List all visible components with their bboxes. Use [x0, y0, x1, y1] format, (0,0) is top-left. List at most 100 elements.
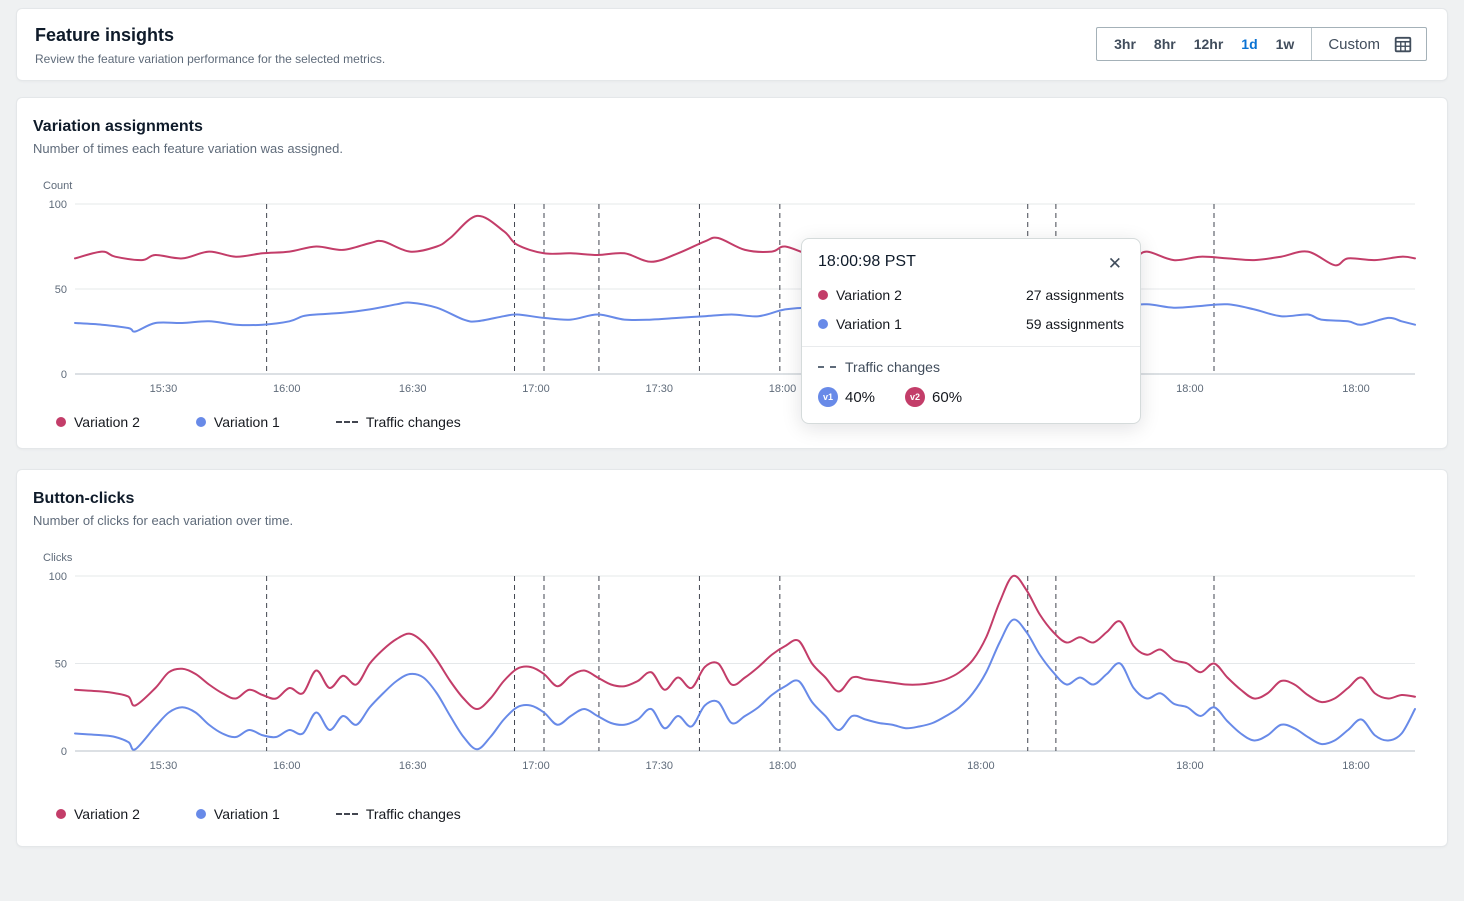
v1-badge: v1: [818, 387, 838, 407]
svg-text:0: 0: [61, 746, 67, 758]
svg-text:17:00: 17:00: [522, 383, 550, 395]
series-line-variation-1: [74, 618, 1416, 751]
series-label: Variation 2: [836, 287, 902, 303]
svg-text:18:00: 18:00: [769, 383, 797, 395]
v2-split-value: 60%: [932, 388, 963, 406]
svg-text:50: 50: [55, 284, 67, 296]
svg-text:18:00: 18:00: [967, 760, 995, 772]
header-card: Feature insights Review the feature vari…: [16, 8, 1448, 81]
v1-split-value: 40%: [845, 388, 876, 406]
assignments-legend: Variation 2 Variation 1 Traffic changes: [56, 414, 1431, 430]
legend-item-variation-1[interactable]: Variation 1: [195, 414, 280, 430]
custom-range-button[interactable]: Custom: [1328, 35, 1380, 53]
variation-1-dot-icon: [195, 809, 206, 819]
svg-text:18:00: 18:00: [1176, 383, 1204, 395]
page-subtitle: Review the feature variation performance…: [35, 52, 386, 66]
svg-text:16:00: 16:00: [273, 760, 301, 772]
range-option-12hr[interactable]: 12hr: [1193, 36, 1224, 52]
v2-badge: v2: [905, 387, 926, 407]
traffic-changes-label: Traffic changes: [845, 359, 940, 375]
tooltip-row-variation-1: Variation 1 59 assignments: [818, 316, 1124, 332]
range-option-8hr[interactable]: 8hr: [1153, 36, 1176, 52]
svg-text:18:00: 18:00: [1342, 760, 1370, 772]
assignments-chart-area[interactable]: 0 50 100 15:30 16:00 16:30 17:00 17:30 18:00 18:0…: [33, 198, 1431, 398]
header-text: Feature insights Review the feature vari…: [35, 25, 385, 66]
range-option-3hr[interactable]: 3hr: [1114, 36, 1136, 52]
legend-item-traffic-changes[interactable]: Traffic changes: [335, 414, 461, 430]
range-option-1w[interactable]: 1w: [1275, 36, 1295, 52]
range-option-1d[interactable]: 1d: [1241, 36, 1258, 52]
legend-item-variation-1[interactable]: Variation 1: [195, 806, 280, 822]
legend-label: Variation 1: [213, 414, 280, 430]
calendar-icon: [1394, 36, 1412, 53]
svg-text:15:30: 15:30: [150, 383, 178, 395]
svg-text:17:30: 17:30: [645, 760, 673, 772]
legend-label: Variation 2: [74, 806, 140, 822]
line-chart-svg[interactable]: 0 50 100 15:30 16:00 16:30 17:00 17:30 18:00 18:0…: [33, 198, 1431, 398]
svg-text:0: 0: [61, 369, 67, 381]
svg-text:18:00: 18:00: [1176, 760, 1204, 772]
calendar-button[interactable]: [1388, 35, 1418, 53]
close-icon[interactable]: ✕: [1107, 254, 1122, 273]
line-chart-svg[interactable]: 0 50 100 15:30 16:00 16:30 17:00 17:30 18:00 18:0…: [33, 570, 1431, 775]
svg-text:16:00: 16:00: [273, 383, 301, 395]
tooltip-traffic-splits: v1 40% v2 60%: [818, 387, 1124, 407]
traffic-split-v2: v2 60%: [905, 387, 962, 407]
variation-2-dot-icon: [818, 290, 828, 300]
chart-tooltip-popover: 18:00:98 PST ✕ Variation 2 27 assignment…: [801, 238, 1141, 424]
series-line-variation-1: [74, 301, 1416, 333]
chart-title: Variation assignments: [33, 118, 203, 135]
svg-text:16:30: 16:30: [399, 383, 427, 395]
traffic-dash-icon: [818, 366, 836, 368]
svg-text:17:30: 17:30: [645, 383, 673, 395]
clicks-legend: Variation 2 Variation 1 Traffic changes: [56, 806, 1431, 822]
chart-panel-button-clicks: Button-clicks Number of clicks for each …: [16, 469, 1448, 847]
variation-1-dot-icon: [195, 417, 206, 427]
tooltip-series-name: Variation 2: [818, 287, 902, 303]
svg-text:18:00: 18:00: [769, 760, 797, 772]
time-range-options: 3hr 8hr 12hr 1d 1w: [1105, 28, 1303, 60]
tooltip-divider: [802, 346, 1140, 347]
series-line-variation-2: [74, 214, 1416, 267]
svg-text:100: 100: [49, 571, 67, 583]
y-axis-label: Count: [43, 180, 73, 192]
tooltip-traffic-changes: Traffic changes: [818, 359, 1124, 375]
series-label: Variation 1: [836, 316, 902, 332]
variation-2-dot-icon: [56, 809, 66, 819]
legend-label: Traffic changes: [365, 414, 461, 430]
series-value: 27 assignments: [1025, 287, 1124, 303]
series-value: 59 assignments: [1025, 316, 1124, 332]
traffic-split-v1: v1 40%: [818, 387, 875, 407]
chart-subtitle: Number of times each feature variation w…: [33, 141, 343, 156]
legend-item-variation-2[interactable]: Variation 2: [56, 806, 140, 822]
tooltip-timestamp: 18:00:98 PST: [818, 253, 916, 270]
svg-text:16:30: 16:30: [399, 760, 427, 772]
feature-insights-page: { "header": { "title": "Feature insights…: [0, 8, 1464, 901]
y-axis-label: Clicks: [43, 552, 73, 564]
traffic-dash-icon: [335, 421, 358, 423]
legend-label: Variation 2: [74, 414, 140, 430]
chart-panel-variation-assignments: Variation assignments Number of times ea…: [16, 97, 1448, 449]
legend-label: Variation 1: [213, 806, 280, 822]
legend-item-variation-2[interactable]: Variation 2: [56, 414, 140, 430]
time-range-group: 3hr 8hr 12hr 1d 1w Custom: [1096, 27, 1427, 61]
legend-label: Traffic changes: [365, 806, 461, 822]
traffic-dash-icon: [335, 813, 358, 815]
variation-1-dot-icon: [818, 319, 828, 329]
clicks-chart-area[interactable]: 0 50 100 15:30 16:00 16:30 17:00 17:30 18:00 18:0…: [33, 570, 1431, 780]
svg-text:50: 50: [55, 659, 67, 671]
chart-subtitle: Number of clicks for each variation over…: [33, 513, 294, 528]
chart-title: Button-clicks: [33, 490, 135, 507]
svg-text:15:30: 15:30: [150, 760, 178, 772]
svg-text:100: 100: [49, 199, 67, 211]
page-title: Feature insights: [35, 25, 175, 45]
range-group-divider: [1311, 28, 1313, 60]
series-line-variation-2: [74, 574, 1416, 711]
tooltip-row-variation-2: Variation 2 27 assignments: [818, 287, 1124, 303]
svg-text:18:00: 18:00: [1342, 383, 1370, 395]
tooltip-header: 18:00:98 PST ✕: [818, 253, 1124, 274]
variation-2-dot-icon: [56, 417, 66, 427]
tooltip-series-name: Variation 1: [818, 316, 902, 332]
legend-item-traffic-changes[interactable]: Traffic changes: [335, 806, 461, 822]
svg-text:17:00: 17:00: [522, 760, 550, 772]
